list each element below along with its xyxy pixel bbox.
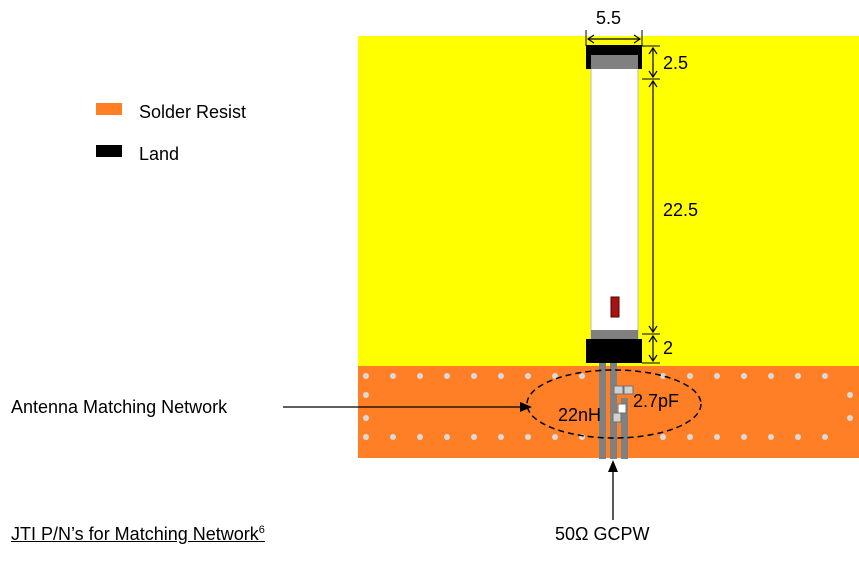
body-length-dimension-label: 22.5	[663, 200, 698, 221]
via-dot	[390, 373, 396, 379]
via-dot	[714, 373, 720, 379]
via-dot	[741, 373, 747, 379]
antenna-marker	[611, 297, 619, 317]
feedline-trace-center	[610, 363, 617, 459]
via-dot	[847, 415, 853, 421]
via-dot	[687, 373, 693, 379]
via-dot	[390, 434, 396, 440]
matching-network-pn-text: JTI P/N’s for Matching Network	[11, 524, 259, 544]
via-dot	[471, 434, 477, 440]
via-dot	[444, 434, 450, 440]
legend-label-land: Land	[139, 144, 179, 165]
bottom-land-dimension-label: 2	[663, 338, 673, 359]
legend-swatch-land	[96, 145, 122, 157]
top-land-dimension-label: 2.5	[663, 53, 688, 74]
legend-swatch-solder-resist	[96, 103, 122, 115]
feedline-callout-label: 50Ω GCPW	[555, 524, 649, 545]
via-dot	[363, 392, 369, 398]
via-dot	[714, 434, 720, 440]
inductor-value-label: 22nH	[558, 405, 601, 426]
inductor-pad-1	[618, 404, 626, 413]
inductor-pad-2	[613, 413, 621, 422]
feedline-callout-arrowhead	[608, 460, 618, 472]
via-dot	[525, 434, 531, 440]
top-land-pad	[591, 55, 638, 69]
via-dot	[552, 434, 558, 440]
via-dot	[525, 373, 531, 379]
via-dot	[741, 434, 747, 440]
legend-label-solder-resist: Solder Resist	[139, 102, 246, 123]
via-dot	[498, 434, 504, 440]
via-dot	[795, 373, 801, 379]
via-dot	[363, 373, 369, 379]
via-dot	[417, 434, 423, 440]
capacitor-pad-1	[614, 386, 623, 394]
via-dot	[471, 373, 477, 379]
width-dimension-label: 5.5	[596, 8, 621, 29]
via-dot	[822, 373, 828, 379]
via-dot	[687, 434, 693, 440]
via-dot	[363, 415, 369, 421]
via-dot	[768, 373, 774, 379]
bottom-land	[586, 339, 642, 363]
solder-resist-area	[358, 366, 859, 458]
matching-network-callout-label: Antenna Matching Network	[11, 397, 227, 418]
via-dot	[363, 434, 369, 440]
via-dot	[768, 434, 774, 440]
capacitor-value-label: 2.7pF	[633, 391, 679, 412]
matching-network-pn-link[interactable]: JTI P/N’s for Matching Network6	[11, 524, 265, 545]
via-dot	[579, 373, 585, 379]
via-dot	[795, 434, 801, 440]
via-dot	[847, 392, 853, 398]
footnote-number: 6	[259, 524, 265, 536]
via-dot	[417, 373, 423, 379]
via-dot	[444, 373, 450, 379]
capacitor-pad-2	[624, 386, 633, 394]
via-dot	[498, 373, 504, 379]
via-dot	[660, 434, 666, 440]
via-dot	[822, 434, 828, 440]
